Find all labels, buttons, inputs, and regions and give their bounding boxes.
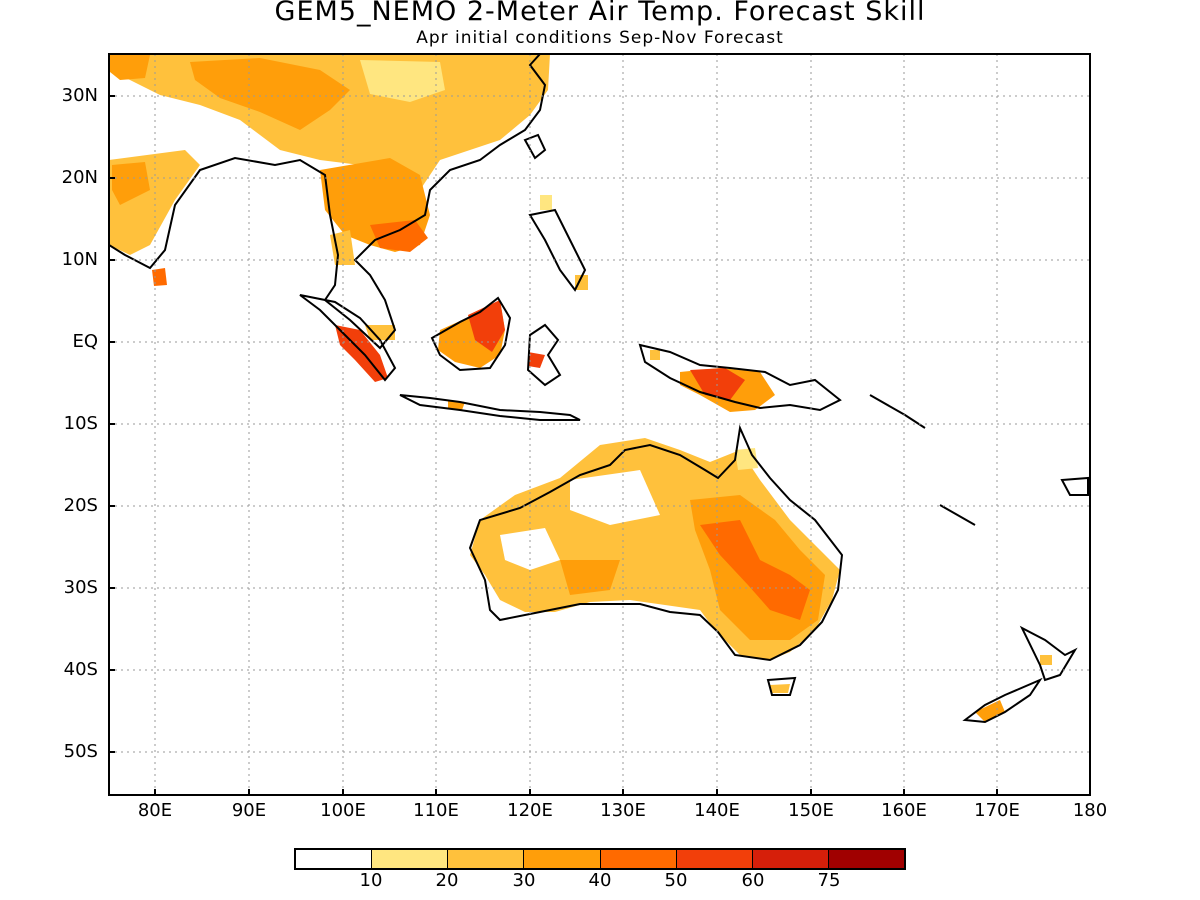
y-label-50s: 50S bbox=[63, 741, 98, 762]
y-label-30s: 30S bbox=[63, 577, 98, 598]
x-label-90e: 90E bbox=[231, 800, 267, 821]
y-label-40s: 40S bbox=[63, 659, 98, 680]
y-label-20n: 20N bbox=[61, 167, 98, 188]
colorbar-swatch bbox=[372, 850, 449, 868]
colorbar-label: 75 bbox=[817, 870, 841, 891]
x-label-120e: 120E bbox=[507, 800, 553, 821]
y-label-20s: 20S bbox=[63, 495, 98, 516]
x-label-110e: 110E bbox=[413, 800, 459, 821]
y-label-10n: 10N bbox=[61, 249, 98, 270]
coastlines bbox=[109, 54, 1089, 724]
chart-title: GEM5_NEMO 2-Meter Air Temp. Forecast Ski… bbox=[274, 0, 926, 27]
skill-shading bbox=[109, 54, 1052, 722]
colorbar-swatch bbox=[524, 850, 601, 868]
y-label-10s: 10S bbox=[63, 413, 98, 434]
colorbar-label: 60 bbox=[741, 870, 765, 891]
colorbar bbox=[294, 848, 906, 870]
colorbar-swatch bbox=[600, 850, 677, 868]
colorbar-swatch bbox=[676, 850, 753, 868]
y-label-eq: EQ bbox=[72, 331, 98, 352]
x-label-100e: 100E bbox=[320, 800, 366, 821]
x-label-160e: 160E bbox=[881, 800, 927, 821]
chart-subtitle: Apr initial conditions Sep-Nov Forecast bbox=[416, 28, 784, 48]
y-label-30n: 30N bbox=[61, 85, 98, 106]
x-label-140e: 140E bbox=[694, 800, 740, 821]
colorbar-swatch bbox=[752, 850, 829, 868]
x-label-150e: 150E bbox=[788, 800, 834, 821]
map-frame bbox=[108, 53, 1091, 796]
colorbar-label: 10 bbox=[359, 870, 383, 891]
x-label-80e: 80E bbox=[137, 800, 173, 821]
x-label-180: 180 bbox=[1072, 800, 1108, 821]
colorbar-label: 30 bbox=[512, 870, 536, 891]
colorbar-swatch bbox=[828, 850, 904, 868]
axis-ticks bbox=[109, 95, 998, 795]
gridlines bbox=[109, 54, 1090, 795]
x-label-170e: 170E bbox=[974, 800, 1020, 821]
colorbar-swatch bbox=[296, 850, 373, 868]
colorbar-label: 40 bbox=[588, 870, 612, 891]
colorbar-label: 20 bbox=[435, 870, 459, 891]
x-label-130e: 130E bbox=[600, 800, 646, 821]
colorbar-swatch bbox=[448, 850, 525, 868]
colorbar-label: 50 bbox=[664, 870, 688, 891]
